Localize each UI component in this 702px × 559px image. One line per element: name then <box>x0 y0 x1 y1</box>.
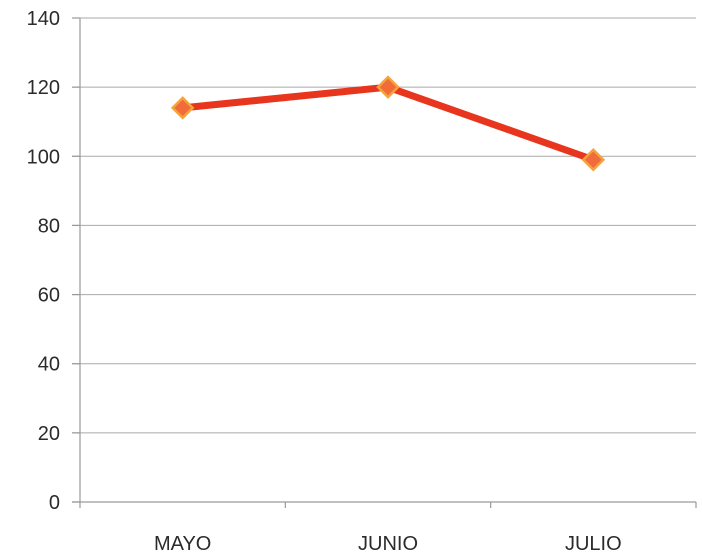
data-point-marker-mayo <box>170 96 195 120</box>
data-point-marker-junio <box>376 75 400 99</box>
y-tick-label: 120 <box>27 77 60 99</box>
x-category-label: MAYO <box>154 533 211 555</box>
series-layer <box>170 75 606 172</box>
x-category-label: JULIO <box>565 533 622 555</box>
y-tick-label: 40 <box>38 354 60 376</box>
y-tick-label: 20 <box>38 423 60 445</box>
data-point-marker-julio <box>581 147 606 172</box>
y-tick-label: 140 <box>27 8 60 30</box>
x-axis-category-labels: MAYO JUNIO JULIO <box>154 533 622 555</box>
y-tick-label: 80 <box>38 215 60 237</box>
y-axis-tick-labels: 0 20 40 60 80 100 120 140 <box>27 8 60 514</box>
x-category-label: JUNIO <box>358 533 418 555</box>
axes <box>72 17 697 508</box>
y-tick-label: 0 <box>49 492 60 514</box>
y-tick-label: 100 <box>27 146 60 168</box>
y-tick-label: 60 <box>38 285 60 307</box>
